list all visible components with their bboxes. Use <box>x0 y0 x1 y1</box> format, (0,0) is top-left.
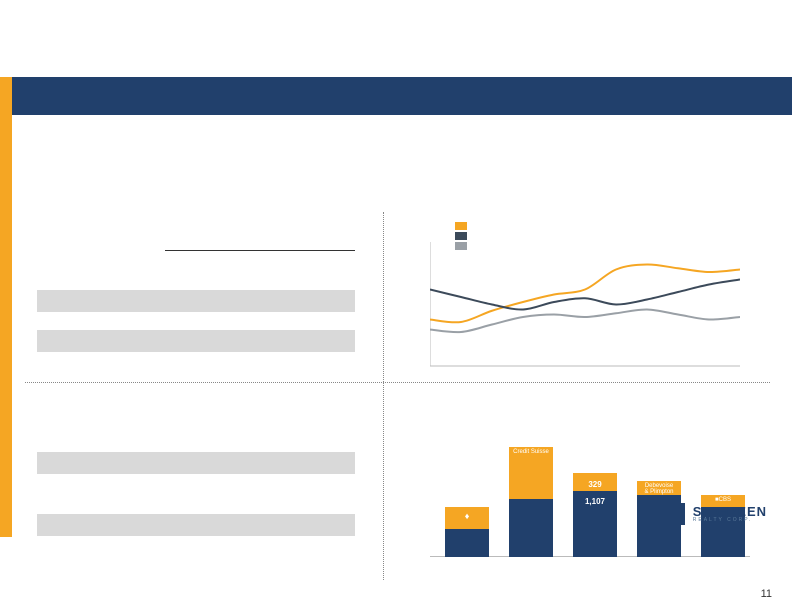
placeholder-bar <box>37 452 355 474</box>
bar-orange-seg: Debevoise & Plimpton <box>637 481 681 495</box>
bottom-left-blocks <box>37 452 355 576</box>
company-logo: SL GREEN REALTY CORP. <box>675 503 767 525</box>
navy-header-bar <box>12 77 792 115</box>
section-underline <box>165 250 355 251</box>
bar-1: Credit Suisse <box>509 447 553 557</box>
horizontal-divider <box>25 382 770 383</box>
bar-orange-value: 329 <box>573 480 617 489</box>
bar-orange-label: Debevoise & Plimpton <box>637 483 681 495</box>
line-series-dark <box>430 280 740 310</box>
bar-2: 329 1,107 <box>573 473 617 557</box>
page-number: 11 <box>761 588 772 600</box>
bar-navy-seg <box>509 499 553 557</box>
line-chart <box>430 242 740 367</box>
bar-navy-seg <box>445 529 489 557</box>
bar-navy-seg: 1,107 <box>573 491 617 557</box>
bar-0: ♦ <box>445 507 489 557</box>
top-left-blocks <box>37 290 355 370</box>
line-series-orange <box>430 264 740 322</box>
content-area: ♦ Credit Suisse 329 1,107 Debevoise & Plimpt… <box>25 202 780 592</box>
bar-orange-icon: ♦ <box>445 511 489 521</box>
bar-orange-seg: ♦ <box>445 507 489 529</box>
line-series-gray <box>430 309 740 332</box>
bar-orange-label: Credit Suisse <box>509 449 553 455</box>
legend-item <box>455 222 467 230</box>
bar-chart: ♦ Credit Suisse 329 1,107 Debevoise & Plimpt… <box>430 422 750 557</box>
placeholder-bar <box>37 514 355 536</box>
placeholder-bar <box>37 290 355 312</box>
bar-orange-seg: Credit Suisse <box>509 447 553 499</box>
gold-stripe <box>0 77 12 537</box>
logo-text: SL GREEN REALTY CORP. <box>693 505 767 523</box>
legend-swatch-orange <box>455 222 467 230</box>
placeholder-bar <box>37 330 355 352</box>
slide-body: ♦ Credit Suisse 329 1,107 Debevoise & Plimpt… <box>0 77 792 537</box>
bar-orange-seg: 329 <box>573 473 617 491</box>
line-chart-svg <box>430 242 740 367</box>
legend-item <box>455 232 467 240</box>
logo-sub-text: REALTY CORP. <box>693 518 767 523</box>
vertical-divider <box>383 212 384 580</box>
legend-swatch-dark <box>455 232 467 240</box>
bar-navy-value: 1,107 <box>573 497 617 506</box>
logo-mark-icon <box>675 503 689 525</box>
